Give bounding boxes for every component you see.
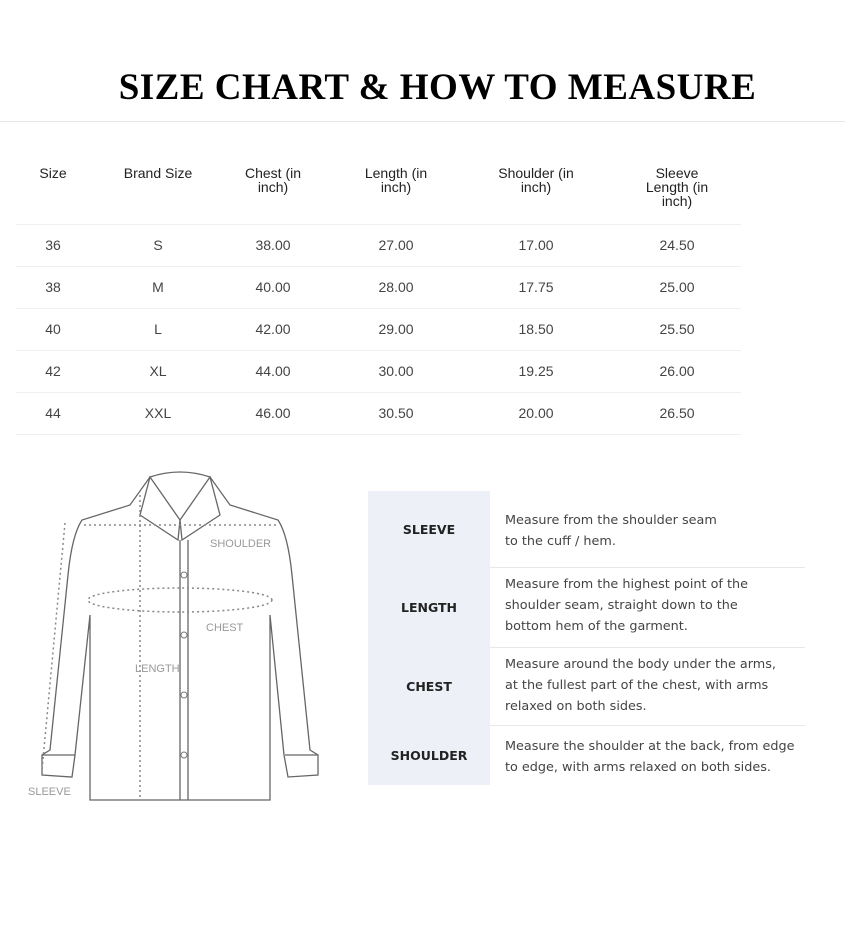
guide-divider [490, 647, 805, 648]
table-cell: M [152, 279, 164, 295]
chest-label: CHEST [206, 622, 244, 634]
table-cell: 28.00 [378, 279, 414, 295]
table-cell: 44 [45, 405, 61, 421]
table-cell: 40 [45, 321, 61, 337]
table-cell: 40.00 [255, 279, 291, 295]
table-cell: 25.00 [659, 279, 695, 295]
table-cell: 38.00 [255, 237, 291, 253]
table-cell: 44.00 [255, 363, 291, 379]
table-cell: 42.00 [255, 321, 291, 337]
table-cell: 20.00 [518, 405, 554, 421]
table-cell: 30.00 [378, 363, 414, 379]
guide-description: Measure the shoulder at the back, from e… [505, 739, 795, 775]
table-cell: 26.50 [659, 405, 695, 421]
column-header: Length (in inch) [364, 165, 428, 195]
sleeve-label: SLEEVE [28, 786, 71, 798]
row-divider [16, 434, 741, 435]
row-divider [16, 350, 741, 351]
table-cell: 29.00 [378, 321, 414, 337]
guide-label-length: LENGTH [368, 567, 490, 647]
table-cell: 19.25 [518, 363, 554, 379]
title-divider [0, 121, 845, 122]
guide-description: Measure around the body under the arms, … [505, 657, 776, 714]
table-cell: 36 [45, 237, 61, 253]
table-cell: XL [149, 363, 167, 379]
length-label: LENGTH [135, 663, 180, 675]
guide-description: Measure from the shoulder seam to the cu… [505, 513, 717, 549]
shirt-diagram: SHOULDER CHEST LENGTH SLEEVE [28, 471, 319, 801]
table-cell: 27.00 [378, 237, 414, 253]
table-cell: 30.50 [378, 405, 414, 421]
column-header: Size [39, 165, 67, 181]
table-cell: 42 [45, 363, 61, 379]
column-header: Brand Size [123, 165, 193, 181]
shirt-outline-icon [41, 471, 319, 801]
table-cell: 38 [45, 279, 61, 295]
page-title: SIZE CHART & HOW TO MEASURE [118, 67, 757, 108]
guide-divider [490, 725, 805, 726]
table-cell: S [153, 237, 163, 253]
table-cell: 18.50 [518, 321, 554, 337]
column-header: Sleeve Length (in inch) [645, 165, 709, 209]
table-cell: 46.00 [255, 405, 291, 421]
table-cell: XXL [144, 405, 172, 421]
table-cell: 17.00 [518, 237, 554, 253]
guide-label-sleeve: SLEEVE [368, 491, 490, 567]
row-divider [16, 308, 741, 309]
row-divider [16, 224, 741, 225]
shoulder-label: SHOULDER [210, 538, 271, 550]
table-cell: 25.50 [659, 321, 695, 337]
column-header: Chest (in inch) [244, 165, 302, 195]
row-divider [16, 266, 741, 267]
guide-label-shoulder: SHOULDER [368, 725, 490, 785]
table-cell: L [154, 321, 162, 337]
row-divider [16, 392, 741, 393]
table-cell: 17.75 [518, 279, 554, 295]
table-cell: 24.50 [659, 237, 695, 253]
table-cell: 26.00 [659, 363, 695, 379]
column-header: Shoulder (in inch) [498, 165, 574, 195]
guide-label-chest: CHEST [368, 647, 490, 725]
guide-divider [490, 567, 805, 568]
guide-description: Measure from the highest point of the sh… [505, 577, 749, 634]
